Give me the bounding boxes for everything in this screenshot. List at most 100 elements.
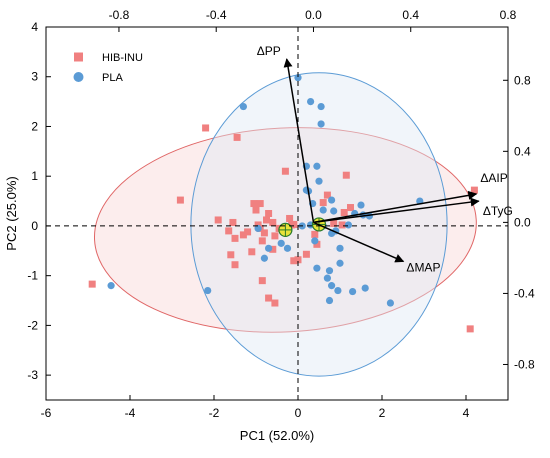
point-hib-inu	[202, 124, 210, 132]
y-tick-label: -1	[27, 269, 38, 283]
y-tick-label: 0	[31, 219, 38, 233]
point-hib-inu	[311, 230, 319, 238]
point-hib-inu	[265, 294, 273, 302]
point-pla	[313, 264, 321, 272]
point-hib-inu	[250, 200, 258, 208]
x-tick-label: 0	[295, 406, 302, 420]
y-axis-title: PC2 (25.0%)	[4, 176, 19, 250]
loading-label: ΔTyG	[483, 204, 513, 218]
legend-label: HIB-INU	[102, 52, 143, 64]
point-hib-inu	[302, 250, 310, 258]
point-pla	[311, 237, 319, 245]
point-pla	[328, 282, 336, 290]
point-hib-inu	[338, 221, 346, 229]
point-hib-inu	[323, 191, 331, 199]
point-hib-inu	[294, 256, 302, 264]
plot-frame	[45, 26, 509, 401]
point-pla	[313, 162, 321, 170]
point-hib-inu	[281, 167, 289, 175]
point-pla	[107, 282, 115, 290]
point-hib-inu	[340, 209, 348, 217]
loading-arrow	[313, 197, 480, 224]
loading-vectors: ΔPP ΔAIP ΔTyG ΔMAP	[257, 44, 513, 274]
point-pla	[349, 287, 357, 296]
point-hib-inu	[263, 216, 270, 224]
loading-arrow	[313, 221, 405, 263]
point-hib-inu	[244, 228, 252, 236]
loading-label: ΔAIP	[480, 171, 507, 185]
x-tick-label: -6	[41, 406, 52, 420]
legend-label: PLA	[102, 72, 123, 84]
y-tick-label: -3	[27, 368, 38, 382]
x-axis-title: PC1 (52.0%)	[240, 428, 314, 443]
point-hib-inu	[229, 218, 237, 226]
point-pla	[325, 296, 334, 305]
point-pla	[319, 206, 327, 214]
point-hib-inu	[258, 237, 266, 245]
point-hib-inu	[248, 248, 256, 256]
legend: HIB-INU PLA	[73, 52, 143, 84]
point-pla	[260, 254, 268, 262]
point-pla	[361, 284, 369, 292]
right-tick-label: -0.4	[514, 286, 535, 300]
point-hib-inu	[466, 325, 474, 333]
point-hib-inu	[176, 196, 184, 204]
top-tick-label: 0.0	[305, 8, 322, 22]
y-tick-label: 3	[31, 70, 38, 84]
x-tick-label: -2	[209, 406, 220, 420]
x-tick-label: -4	[125, 406, 136, 420]
point-hib-inu	[260, 229, 268, 237]
point-pla	[328, 196, 336, 204]
top-tick-label: 0.8	[500, 8, 517, 22]
point-hib-inu	[271, 232, 279, 240]
point-pla	[334, 286, 342, 295]
loading-arrow	[283, 58, 315, 223]
point-hib-inu	[470, 186, 478, 194]
legend-marker-hib-inu	[74, 52, 83, 62]
point-hib-inu	[239, 231, 247, 239]
point-hib-inu	[319, 199, 327, 207]
point-hib-inu	[88, 280, 96, 288]
point-hib-inu	[258, 277, 266, 285]
point-hib-inu	[313, 240, 321, 248]
point-pla	[239, 102, 247, 111]
point-hib-inu	[227, 251, 235, 259]
point-hib-inu	[330, 219, 338, 227]
axes: -6 -4 -2 0 2 4 -3 -2 -1 0 1 2 3 4 -0.8 -0.4 0.0 0.4 0.8 -0.…	[27, 8, 535, 420]
point-hib-inu	[265, 210, 273, 217]
right-tick-label: -0.8	[514, 357, 535, 371]
point-hib-inu	[252, 206, 260, 214]
point-pla	[317, 120, 325, 128]
x-tick-label: 4	[463, 406, 470, 420]
point-pla	[265, 244, 273, 252]
right-tick-label: 0.4	[514, 144, 531, 158]
point-pla	[317, 102, 325, 111]
point-pla	[344, 221, 352, 229]
point-hib-inu	[342, 171, 350, 179]
point-hib-inu	[286, 214, 294, 222]
point-pla	[386, 299, 394, 307]
point-hib-inu	[233, 133, 241, 141]
point-hib-inu	[269, 218, 277, 226]
y-tick-label: 2	[31, 119, 38, 133]
right-tick-label: 0.0	[514, 215, 531, 229]
data-points	[88, 74, 478, 333]
point-pla	[277, 239, 285, 247]
point-pla	[294, 74, 302, 82]
x-tick-label: 2	[379, 406, 386, 420]
point-pla	[330, 207, 338, 215]
y-tick-label: -2	[27, 318, 38, 332]
loading-label: ΔPP	[257, 44, 281, 58]
point-pla	[323, 274, 331, 282]
point-hib-inu	[290, 220, 298, 228]
point-hib-inu	[256, 200, 264, 208]
point-pla	[283, 244, 292, 252]
top-tick-label: -0.8	[109, 8, 130, 22]
point-hib-inu	[225, 227, 233, 235]
point-pla	[254, 224, 262, 233]
point-hib-inu	[269, 245, 277, 253]
point-pla	[315, 177, 323, 185]
loading-arrow	[313, 190, 478, 224]
point-hib-inu	[231, 234, 239, 242]
